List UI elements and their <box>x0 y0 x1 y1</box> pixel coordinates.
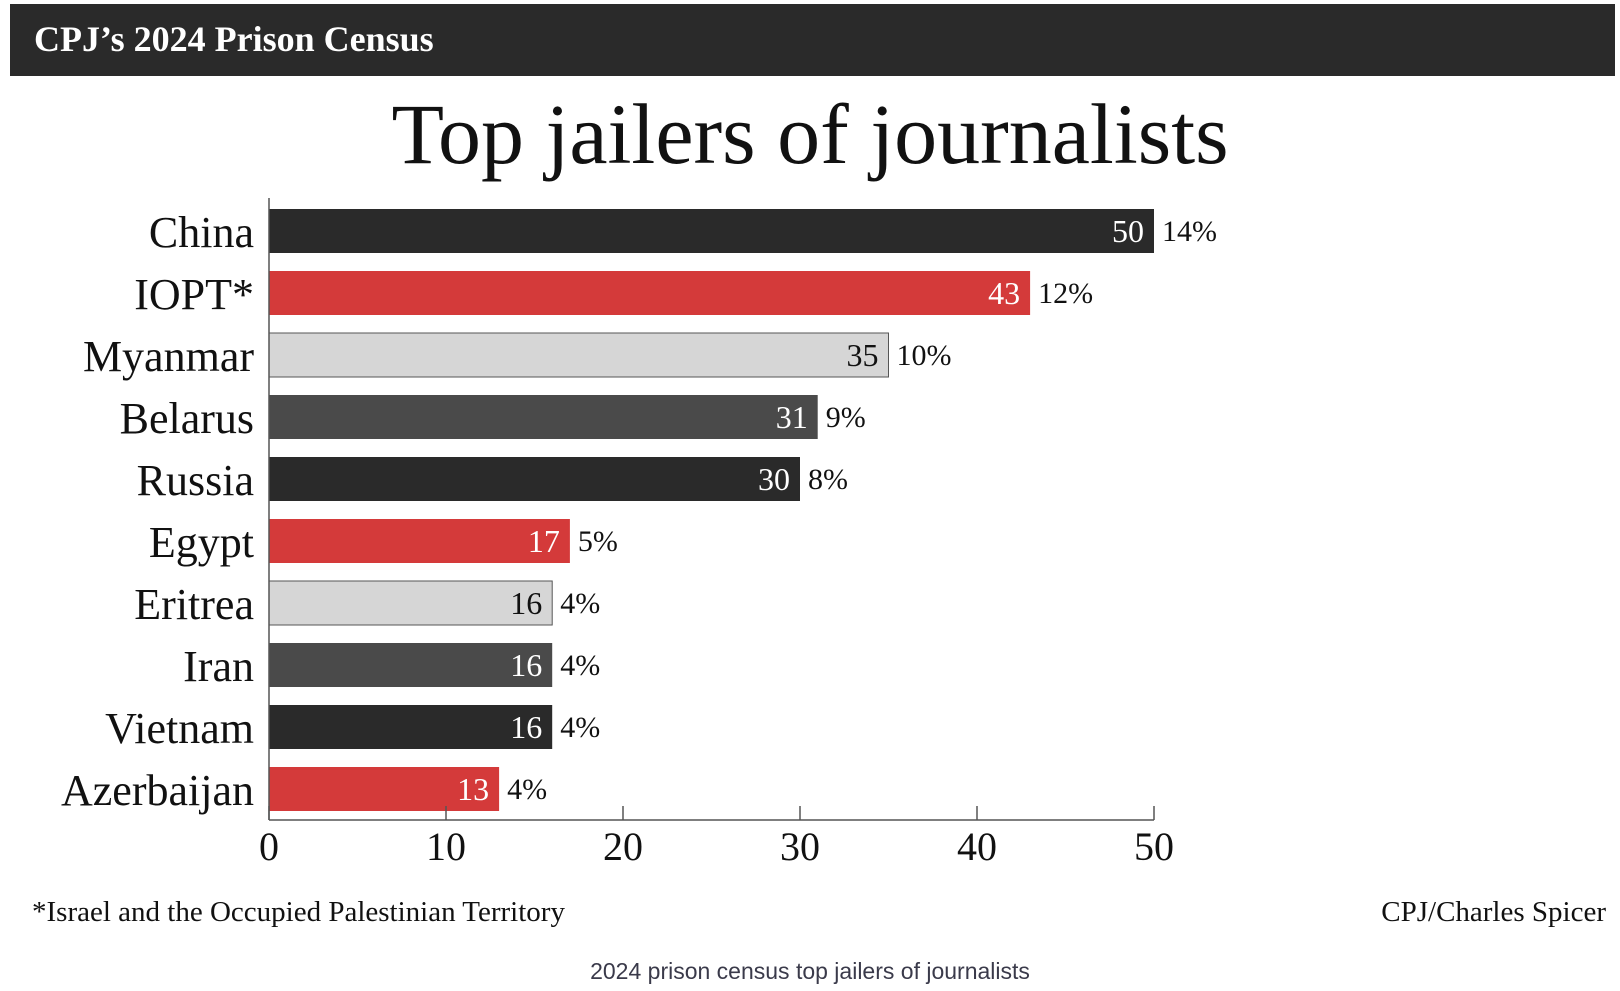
x-tick-label: 30 <box>780 824 820 869</box>
category-label: Belarus <box>120 394 254 443</box>
percent-label: 12% <box>1038 277 1093 310</box>
x-tick-label: 0 <box>259 824 279 869</box>
bar <box>269 643 553 687</box>
category-label: Eritrea <box>134 580 254 629</box>
credit: CPJ/Charles Spicer <box>1381 896 1606 928</box>
bar <box>269 519 570 563</box>
caption: 2024 prison census top jailers of journa… <box>590 958 1030 984</box>
x-tick-label: 50 <box>1134 824 1174 869</box>
x-tick-label: 10 <box>426 824 466 869</box>
header-banner: CPJ’s 2024 Prison Census <box>10 4 1615 76</box>
percent-label: 9% <box>826 401 866 434</box>
footnote: *Israel and the Occupied Palestinian Ter… <box>32 896 565 928</box>
chart-title: Top jailers of journalists <box>391 86 1229 182</box>
value-label: 43 <box>988 275 1020 311</box>
percent-label: 5% <box>578 525 618 558</box>
percent-label: 10% <box>897 339 952 372</box>
bar <box>269 209 1154 253</box>
value-label: 50 <box>1112 213 1144 249</box>
bar <box>269 767 500 811</box>
percent-label: 4% <box>507 773 547 806</box>
value-label: 16 <box>510 647 542 683</box>
x-axis: 0 10 20 30 40 50 <box>259 198 1174 869</box>
category-label: Myanmar <box>83 332 254 381</box>
category-label: China <box>149 208 254 257</box>
bars-layer: China 50 14% IOPT* 43 12% Myanmar 35 10% Belarus 3… <box>61 208 1217 815</box>
category-label: Iran <box>183 642 254 691</box>
bar <box>269 705 553 749</box>
percent-label: 4% <box>560 649 600 682</box>
value-label: 13 <box>457 771 489 807</box>
bar <box>268 332 889 378</box>
bar <box>269 271 1031 315</box>
value-label: 30 <box>758 461 790 497</box>
value-label: 16 <box>510 709 542 745</box>
percent-label: 14% <box>1162 215 1217 248</box>
bar <box>269 395 818 439</box>
x-tick-label: 20 <box>603 824 643 869</box>
category-label: Russia <box>137 456 254 505</box>
category-label: IOPT* <box>134 270 254 319</box>
category-label: Egypt <box>149 518 254 567</box>
value-label: 17 <box>528 523 560 559</box>
bar <box>268 580 553 626</box>
bar <box>269 457 800 501</box>
x-tick-label: 40 <box>957 824 997 869</box>
percent-label: 4% <box>560 711 600 744</box>
value-label: 16 <box>510 585 542 621</box>
value-label: 35 <box>847 337 879 373</box>
category-label: Vietnam <box>105 704 254 753</box>
percent-label: 4% <box>560 587 600 620</box>
category-label: Azerbaijan <box>61 766 254 815</box>
percent-label: 8% <box>808 463 848 496</box>
value-label: 31 <box>776 399 808 435</box>
banner-title: CPJ’s 2024 Prison Census <box>34 19 434 59</box>
